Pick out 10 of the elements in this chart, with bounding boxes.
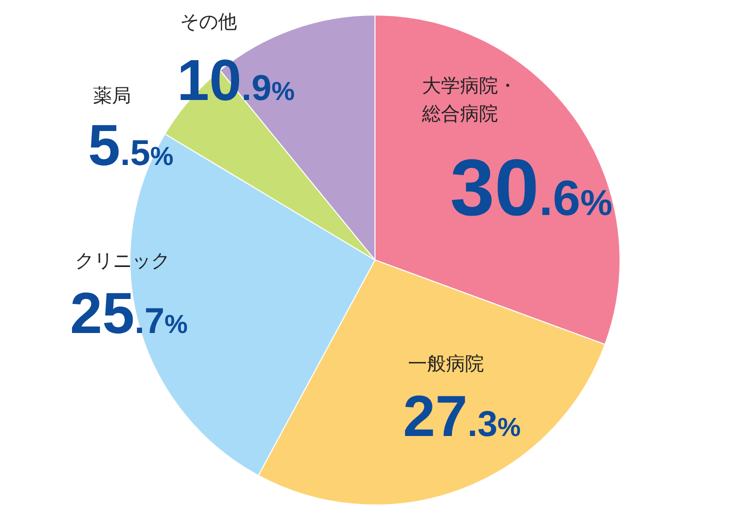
data-label: 10.9%	[177, 48, 295, 113]
data-label: 25.7%	[70, 281, 188, 346]
slice-label: クリニック	[75, 249, 171, 274]
slice-label: 一般病院	[408, 352, 485, 377]
data-label: 27.3%	[403, 384, 521, 449]
data-label: 5.5%	[88, 113, 174, 178]
data-label: 30.6%	[450, 143, 612, 232]
slice-label: 大学病院・総合病院	[422, 74, 518, 127]
slice-label: 薬局	[93, 84, 132, 109]
slice-label: その他	[180, 10, 238, 35]
